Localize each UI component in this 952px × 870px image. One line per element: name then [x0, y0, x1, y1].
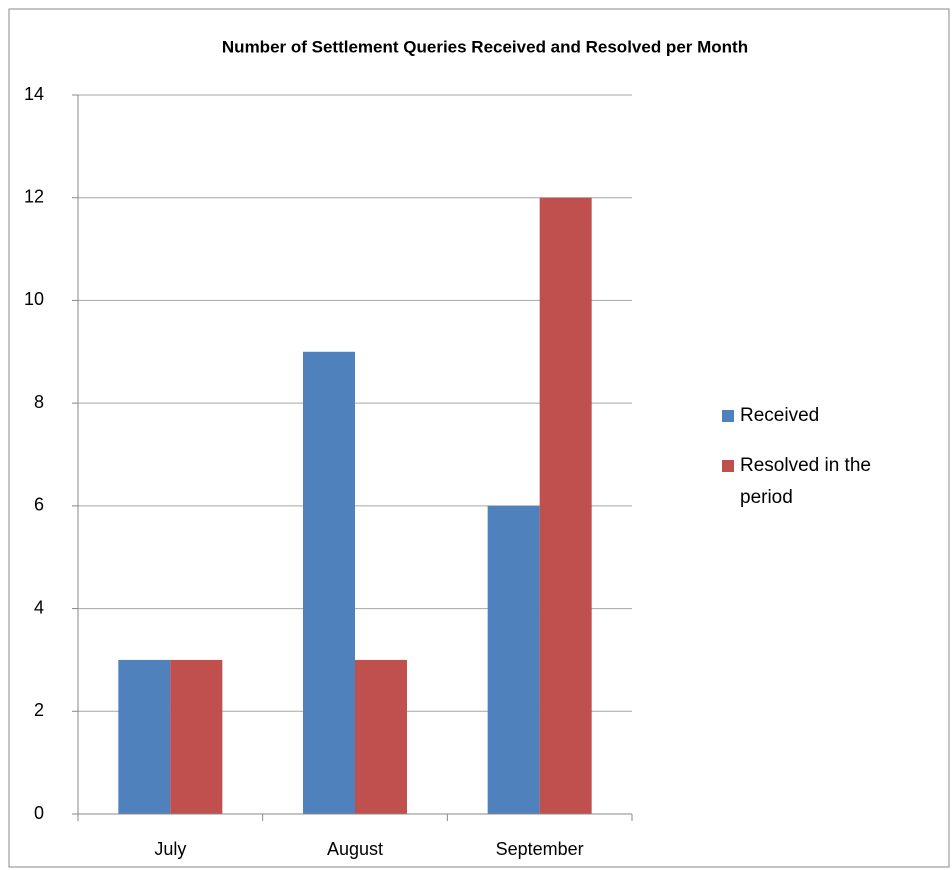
bar — [170, 659, 223, 814]
legend-swatch — [722, 410, 734, 422]
bar — [539, 197, 592, 814]
y-tick-label: 14 — [24, 84, 44, 104]
y-tick-label: 12 — [24, 186, 44, 206]
bar — [118, 659, 171, 814]
x-tick-label: September — [496, 839, 584, 859]
y-tick-label: 10 — [24, 289, 44, 309]
y-tick-label: 6 — [34, 495, 44, 515]
legend-item: Resolved in the period — [722, 450, 922, 514]
chart-title: Number of Settlement Queries Received an… — [222, 37, 748, 56]
legend: Received Resolved in the period — [722, 400, 922, 532]
y-tick-label: 8 — [34, 392, 44, 412]
y-tick-label: 2 — [34, 700, 44, 720]
bar — [487, 505, 540, 814]
y-tick-label: 4 — [34, 597, 44, 617]
bar — [303, 351, 355, 814]
x-tick-label: July — [154, 839, 186, 859]
chart-border — [8, 8, 950, 868]
legend-label: Received — [740, 405, 820, 426]
x-tick-label: August — [327, 839, 383, 859]
legend-label: Resolved in the period — [740, 455, 871, 508]
legend-item: Received — [722, 400, 922, 432]
legend-swatch — [722, 460, 734, 472]
bar — [355, 659, 407, 814]
y-tick-label: 0 — [34, 803, 44, 823]
